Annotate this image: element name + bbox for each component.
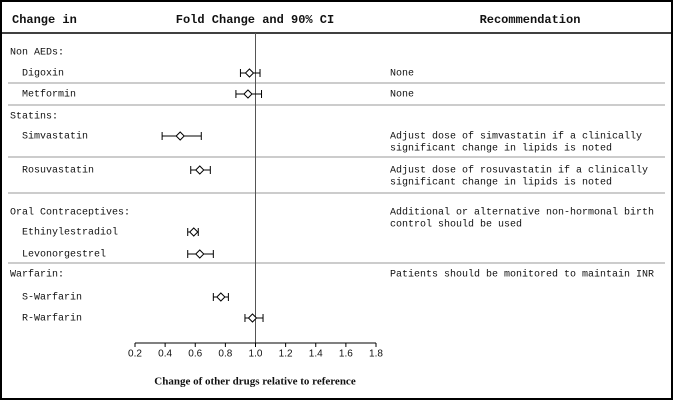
row-label: Ethinylestradiol xyxy=(22,227,118,239)
recommendation: Adjust dose of rosuvastatin if a clinica… xyxy=(390,165,648,177)
group-label: Warfarin: xyxy=(10,269,64,281)
x-tick-label: 1.6 xyxy=(339,349,353,360)
recommendation: significant change in lipids is noted xyxy=(390,177,612,189)
recommendation: Adjust dose of simvastatin if a clinical… xyxy=(390,131,642,143)
recommendation: significant change in lipids is noted xyxy=(390,143,612,155)
row-label: Rosuvastatin xyxy=(22,165,94,177)
x-tick-label: 1.0 xyxy=(249,349,263,360)
point-estimate xyxy=(243,89,253,99)
x-tick-label: 0.2 xyxy=(128,349,142,360)
point-estimate xyxy=(195,165,205,175)
x-tick-label: 0.8 xyxy=(218,349,232,360)
point-estimate xyxy=(189,227,199,237)
x-tick-label: 0.4 xyxy=(158,349,172,360)
row-label: Levonorgestrel xyxy=(22,249,106,261)
row-label: Simvastatin xyxy=(22,131,88,143)
point-estimate xyxy=(244,68,255,78)
row-label: R-Warfarin xyxy=(22,313,82,325)
recommendation: control should be used xyxy=(390,219,522,231)
point-estimate xyxy=(195,249,205,259)
point-estimate xyxy=(175,131,185,141)
x-tick-label: 1.8 xyxy=(369,349,383,360)
point-estimate xyxy=(216,292,226,302)
recommendation: Patients should be monitored to maintain… xyxy=(390,269,654,281)
point-estimate xyxy=(247,313,258,323)
row-label: Digoxin xyxy=(22,68,64,80)
group-label: Statins: xyxy=(10,111,58,123)
row-label: S-Warfarin xyxy=(22,292,82,304)
header: Change in xyxy=(12,13,77,27)
x-axis-label: Change of other drugs relative to refere… xyxy=(154,376,356,388)
recommendation: None xyxy=(390,69,414,80)
x-tick-label: 0.6 xyxy=(188,349,202,360)
row-label: Metformin xyxy=(22,89,76,101)
recommendation: Additional or alternative non-hormonal b… xyxy=(390,207,654,219)
group-label: Non AEDs: xyxy=(10,48,64,59)
recommendation: None xyxy=(390,90,414,101)
header: Recommendation xyxy=(480,13,581,27)
group-label: Oral Contraceptives: xyxy=(10,207,130,219)
header: Fold Change and 90% CI xyxy=(176,13,334,27)
x-tick-label: 1.2 xyxy=(279,349,293,360)
x-tick-label: 1.4 xyxy=(309,349,323,360)
